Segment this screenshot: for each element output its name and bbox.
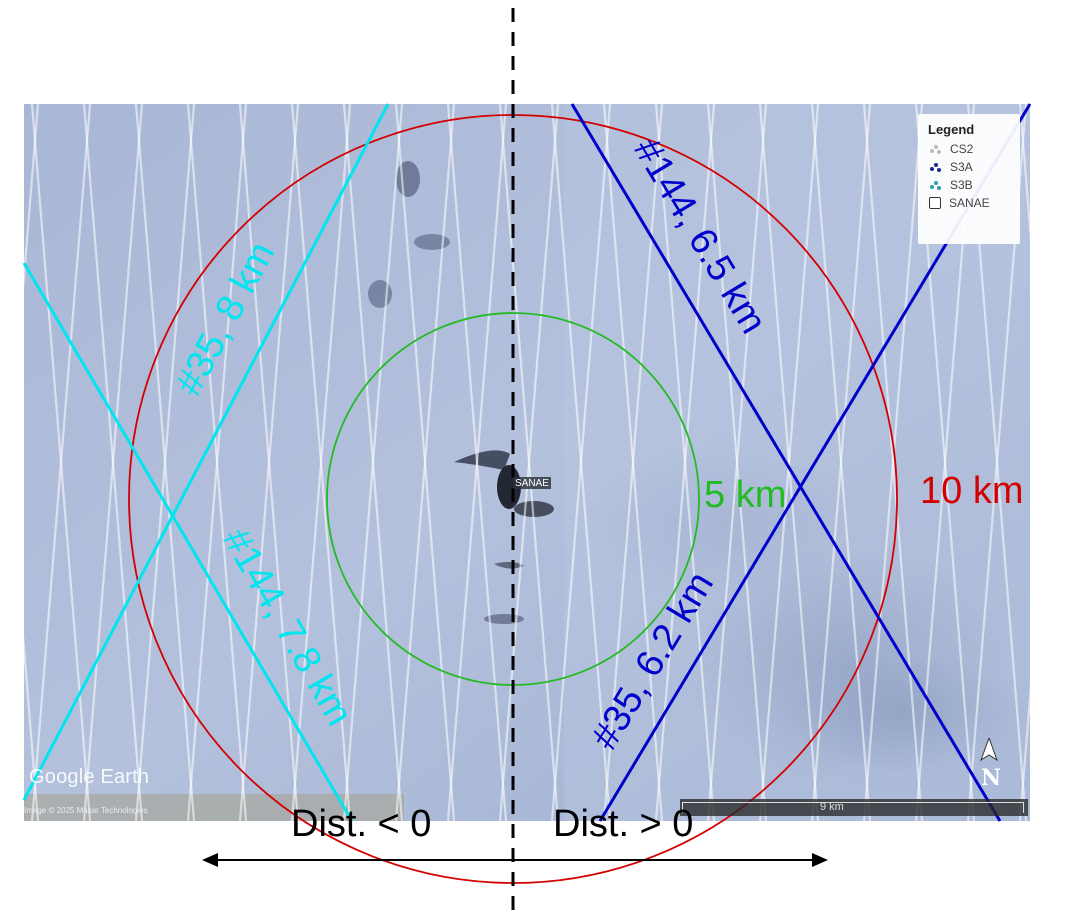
legend-item-cs2[interactable]: CS2	[928, 140, 973, 158]
circle-label-10km: 10 km	[920, 470, 1023, 512]
cs2-ground-track	[1018, 104, 1030, 242]
cs2-ground-track	[1018, 683, 1030, 821]
scale-bar	[680, 799, 1028, 816]
north-arrow-icon[interactable]	[978, 738, 1000, 794]
cs2-ground-track	[654, 104, 716, 821]
track-label-144-7_8km: #144, 7.8 km	[214, 522, 360, 733]
legend-item-label: SANAE	[949, 196, 990, 210]
satellite-icon	[928, 142, 944, 156]
cs2-ground-track	[134, 104, 196, 821]
cs2-ground-track	[30, 104, 92, 821]
cs2-ground-track	[82, 104, 144, 821]
scale-bar-ruler	[682, 802, 1024, 813]
cs2-ground-track	[24, 104, 40, 291]
compass-label: N	[981, 765, 1002, 791]
legend-panel: Legend CS2 S3A S3B SANAE	[918, 114, 1020, 244]
station-label: SANAE	[515, 478, 549, 489]
legend-item-label: S3B	[950, 178, 973, 192]
cs2-ground-track	[186, 104, 248, 821]
track-35-8km	[22, 103, 390, 801]
cs2-ground-track	[602, 104, 664, 821]
station-label-bg	[513, 477, 551, 489]
cs2-ground-track	[24, 634, 40, 821]
track-label-144-6_5km: #144, 6.5 km	[625, 131, 774, 341]
cs2-ground-track	[758, 104, 820, 821]
cs2-ground-track	[238, 104, 300, 821]
arrow-left-head	[202, 853, 218, 867]
track-144-7_8km	[22, 262, 354, 822]
cs2-ground-track	[706, 104, 768, 821]
cs2-ground-track	[446, 104, 508, 821]
distance-negative-label: Dist. < 0	[291, 803, 432, 845]
cs2-ground-track	[394, 104, 456, 821]
image-credit: Image © 2025 Maxar Technologies	[24, 806, 148, 815]
cs2-ground-track	[290, 104, 352, 821]
circle-label-5km: 5 km	[704, 474, 786, 516]
google-earth-watermark: Google Earth	[29, 766, 150, 788]
arrow-right-head	[812, 853, 828, 867]
checkbox-icon[interactable]	[929, 197, 941, 209]
legend-item-label: S3A	[950, 160, 973, 174]
cs2-ground-track	[810, 104, 872, 821]
track-144-6_5km	[570, 103, 1002, 822]
scale-label: 9 km	[820, 801, 844, 813]
cs2-ground-track	[862, 104, 924, 821]
cs2-ground-track	[498, 104, 560, 821]
satellite-icon	[928, 160, 944, 174]
cs2-ground-track	[342, 104, 404, 821]
distance-positive-label: Dist. > 0	[553, 803, 694, 845]
track-label-35-8km: #35, 8 km	[168, 235, 283, 402]
cs2-ground-track	[550, 104, 612, 821]
legend-item-s3a[interactable]: S3A	[928, 158, 973, 176]
legend-title: Legend	[928, 122, 975, 137]
legend-item-label: CS2	[950, 142, 974, 156]
legend-item-s3b[interactable]: S3B	[928, 176, 973, 194]
satellite-icon	[928, 178, 944, 192]
legend-item-sanae[interactable]: SANAE	[928, 194, 990, 212]
